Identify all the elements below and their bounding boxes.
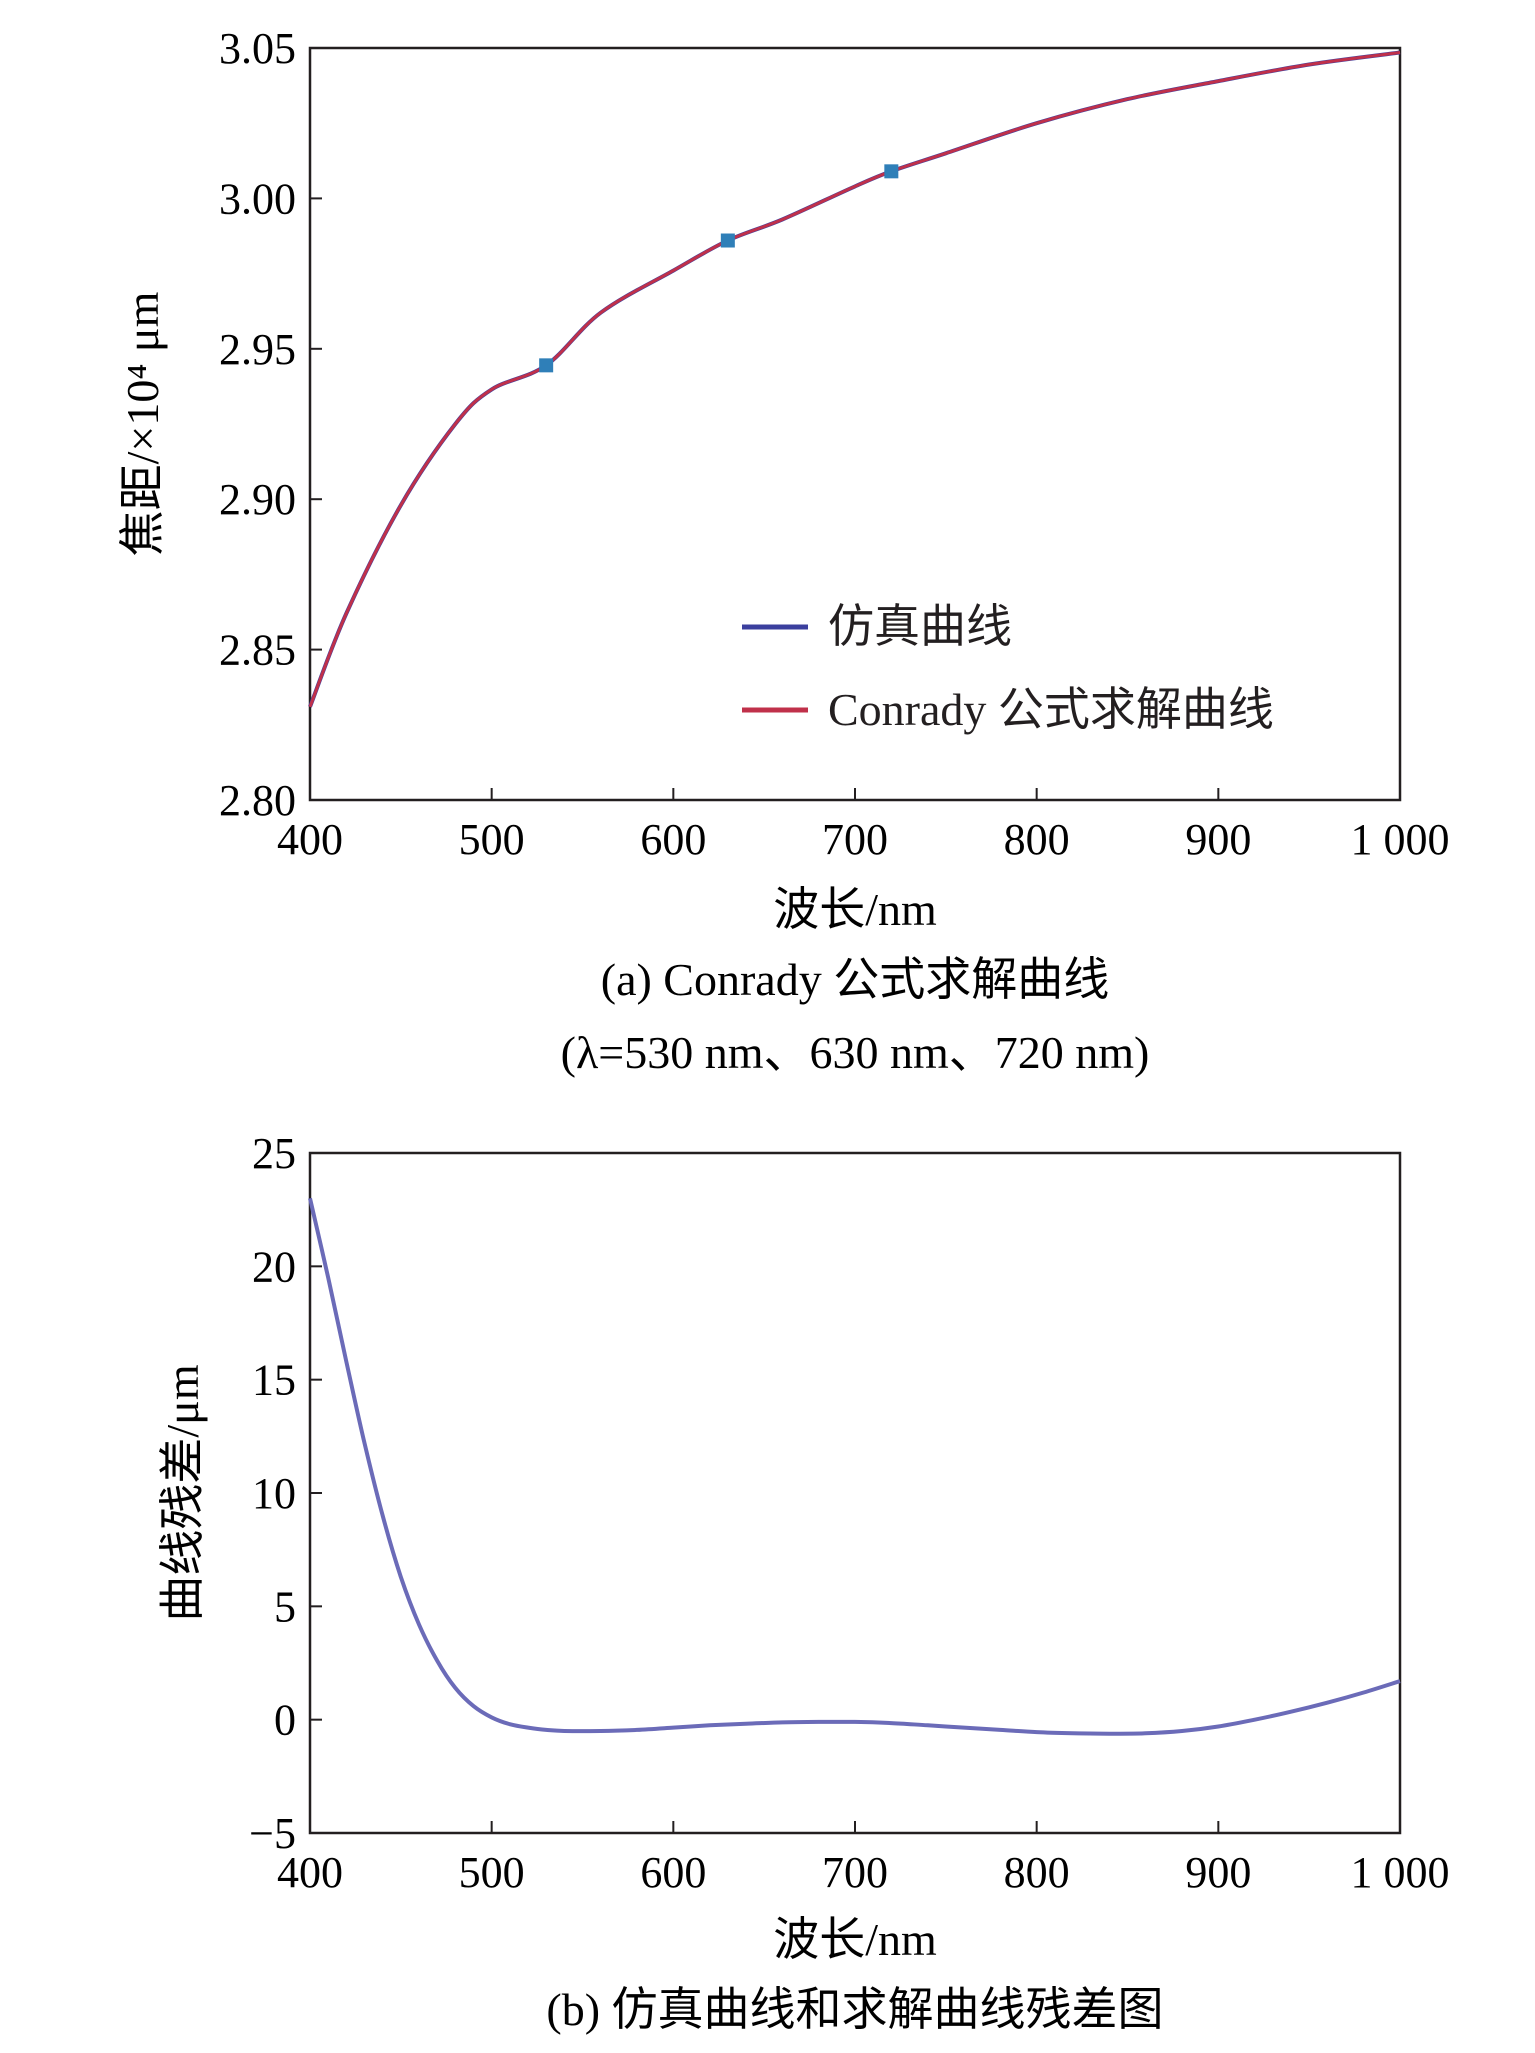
y-tick-label: 2.80 (219, 776, 296, 825)
sample-point-marker (539, 358, 554, 373)
chart-b-x-axis-label: 波长/nm (773, 1914, 937, 1965)
chart-b-residual: 400 500 600 700 800 900 1 000 −5 0 5 10 15 20 25 波长/… (157, 1129, 1450, 2035)
chart-b-plot-frame (308, 1151, 1402, 1835)
chart-a-focal-length: 400 500 600 700 800 900 1 000 2.80 2.85 2.90 2.95… (117, 24, 1450, 1078)
legend-label-simulation: 仿真曲线 (828, 601, 1012, 652)
y-tick-label: 5 (274, 1582, 296, 1631)
chart-a-x-ticks: 400 500 600 700 800 900 1 000 (277, 788, 1450, 864)
y-tick-label: 10 (252, 1469, 296, 1518)
chart-a-series (308, 50, 1401, 708)
chart-b-x-ticks: 400 500 600 700 800 900 1 000 (277, 1821, 1450, 1897)
x-tick-label: 900 (1185, 815, 1251, 864)
chart-b-y-ticks: −5 0 5 10 15 20 25 (249, 1129, 322, 1858)
sample-point-marker (720, 233, 735, 248)
x-tick-label: 800 (1004, 815, 1070, 864)
chart-a-x-axis-label: 波长/nm (773, 884, 937, 935)
y-tick-label: 2.85 (219, 626, 296, 675)
x-tick-label: 700 (822, 815, 888, 864)
sample-point-marker (884, 164, 899, 179)
chart-b-series (308, 1197, 1401, 1736)
chart-b-caption: (b) 仿真曲线和求解曲线残差图 (546, 1984, 1163, 2035)
x-tick-label: 800 (1004, 1848, 1070, 1897)
x-tick-label: 400 (277, 815, 343, 864)
x-tick-label: 1 000 (1351, 815, 1450, 864)
x-tick-label: 600 (640, 815, 706, 864)
series-line-2 (308, 51, 1401, 708)
x-tick-label: 400 (277, 1848, 343, 1897)
y-tick-label: 2.95 (219, 325, 296, 374)
legend-label-conrady: Conrady 公式求解曲线 (828, 684, 1274, 735)
x-tick-label: 700 (822, 1848, 888, 1897)
chart-a-caption-line2: (λ=530 nm、630 nm、720 nm) (561, 1027, 1150, 1078)
y-tick-label: 20 (252, 1242, 296, 1291)
y-tick-label: 25 (252, 1129, 296, 1178)
y-tick-label: 0 (274, 1696, 296, 1745)
series-line-1 (308, 1197, 1401, 1736)
y-tick-label: 3.05 (219, 24, 296, 73)
chart-a-markers (539, 164, 899, 373)
y-tick-label: 3.00 (219, 174, 296, 223)
y-tick-label: −5 (249, 1809, 296, 1858)
chart-b-y-axis-label: 曲线残差/μm (157, 1364, 208, 1621)
x-tick-label: 900 (1185, 1848, 1251, 1897)
y-tick-label: 15 (252, 1356, 296, 1405)
chart-a-caption-line1: (a) Conrady 公式求解曲线 (601, 954, 1109, 1005)
chart-a-y-axis-label: 焦距/×10⁴ μm (117, 291, 168, 556)
x-tick-label: 600 (640, 1848, 706, 1897)
x-tick-label: 500 (459, 1848, 525, 1897)
y-tick-label: 2.90 (219, 475, 296, 524)
x-tick-label: 500 (459, 815, 525, 864)
x-tick-label: 1 000 (1351, 1848, 1450, 1897)
chart-a-legend: 仿真曲线 Conrady 公式求解曲线 (742, 601, 1274, 735)
chart-a-y-ticks: 2.80 2.85 2.90 2.95 3.00 3.05 (219, 24, 322, 825)
